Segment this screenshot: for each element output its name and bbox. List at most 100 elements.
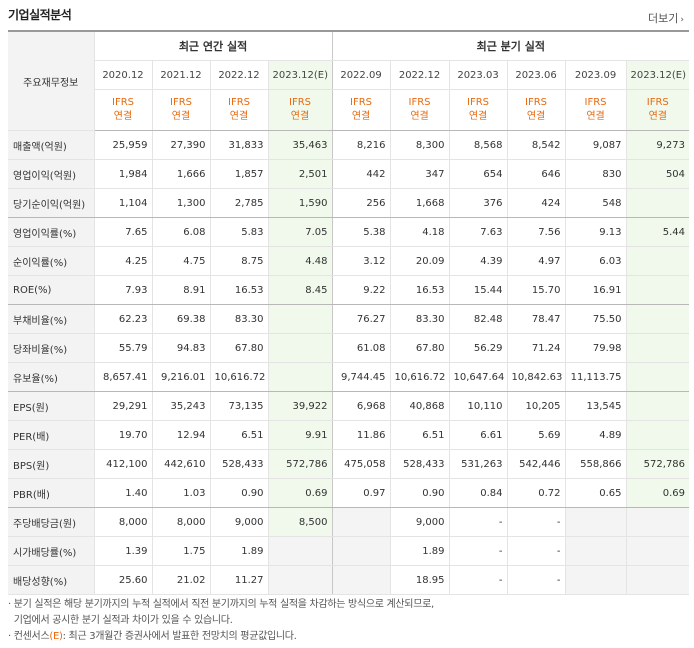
- table-cell: 29,291: [93, 391, 152, 421]
- table-cell: [625, 420, 690, 450]
- row-label: 유보율(%): [8, 362, 94, 392]
- table-cell: 475,058: [331, 449, 391, 479]
- table-cell: 6.61: [448, 420, 508, 450]
- period-header: 2021.12: [151, 60, 210, 90]
- table-cell: 2,785: [209, 188, 268, 218]
- more-link-label: 더보기: [648, 12, 679, 25]
- table-cell: 1,590: [267, 188, 333, 218]
- table-cell: 75.50: [564, 304, 627, 334]
- chevron-right-icon: ›: [680, 15, 684, 25]
- table-cell: 5.69: [506, 420, 566, 450]
- table-cell: 20.09: [389, 246, 450, 276]
- section-title: 기업실적분석: [8, 8, 72, 22]
- table-cell: 442: [331, 159, 391, 189]
- table-cell: 8,500: [267, 507, 333, 537]
- table-cell: 8,657.41: [93, 362, 152, 392]
- table-cell: 31,833: [209, 130, 268, 160]
- period-header: 2022.12: [209, 60, 268, 90]
- table-cell: -: [506, 507, 566, 537]
- table-cell: 1.89: [209, 536, 268, 566]
- table-row: 주당배당금(원) 8,000 8,000 9,000 8,500 9,000- -: [8, 507, 690, 537]
- table-cell: 8,568: [448, 130, 508, 160]
- table-cell: 67.80: [209, 333, 268, 363]
- row-label: 매출액(억원): [8, 130, 94, 160]
- table-row: EPS(원) 29,291 35,243 73,135 39,922 6,968 40,86…: [8, 391, 690, 421]
- table-cell: 1.03: [151, 478, 210, 508]
- table-cell: 71.24: [506, 333, 566, 363]
- table-cell: 39,922: [267, 391, 333, 421]
- ifrs-label: IFRS: [289, 97, 311, 108]
- table-cell: 7.65: [93, 217, 152, 247]
- consolidated-label: 연결: [586, 111, 605, 122]
- table-cell: 4.97: [506, 246, 566, 276]
- table-cell: 82.48: [448, 304, 508, 334]
- table-row: 순이익률(%) 4.25 4.75 8.75 4.48 3.12 20.09 4.39 4.97…: [8, 246, 690, 276]
- table-cell: 2,501: [267, 159, 333, 189]
- ifrs-label: IFRS: [112, 97, 134, 108]
- table-cell: 9,744.45: [331, 362, 391, 392]
- table-cell: 56.29: [448, 333, 508, 363]
- consolidated-label: 연결: [410, 111, 429, 122]
- table-cell: [331, 507, 391, 537]
- table-cell: 528,433: [209, 449, 268, 479]
- more-link[interactable]: 더보기 ›: [648, 10, 684, 26]
- table-cell: [625, 565, 690, 595]
- row-label: 당기순이익(억원): [8, 188, 94, 218]
- row-label: 부채비율(%): [8, 304, 94, 334]
- ifrs-label: IFRS: [408, 97, 431, 108]
- row-label: PBR(배): [8, 478, 94, 508]
- footnote-3-estimate-mark: (E): [49, 631, 63, 642]
- table-cell: 8,542: [506, 130, 566, 160]
- period-header: 2020.12: [93, 60, 152, 90]
- footnote-3-prefix: · 컨센서스: [8, 631, 50, 642]
- period-header: 2023.12(E): [625, 60, 690, 90]
- table-cell: 40,868: [389, 391, 450, 421]
- footnote-2: 기업에서 공시한 분기 실적과 차이가 있을 수 있습니다.: [8, 615, 233, 626]
- table-cell: 1,300: [151, 188, 210, 218]
- table-cell: -: [448, 507, 508, 537]
- consolidated-label: 연결: [229, 111, 249, 122]
- consolidated-label: 연결: [171, 111, 191, 122]
- table-cell: 0.84: [448, 478, 508, 508]
- consolidated-label: 연결: [113, 111, 133, 122]
- consolidated-label: 연결: [648, 111, 667, 122]
- table-cell: 11,113.75: [564, 362, 627, 392]
- table-cell: 69.38: [151, 304, 210, 334]
- table-cell: 62.23: [93, 304, 152, 334]
- table-cell: 376: [448, 188, 508, 218]
- accounting-standard-header: IFRS 연결: [151, 89, 210, 131]
- table-cell: 1.89: [389, 536, 450, 566]
- table-cell: -: [506, 536, 566, 566]
- table-cell: 6,968: [331, 391, 391, 421]
- table-cell: 7.56: [506, 217, 566, 247]
- table-cell: [564, 536, 627, 566]
- table-cell: 94.83: [151, 333, 210, 363]
- table-cell: 5.83: [209, 217, 268, 247]
- table-cell: 1.39: [93, 536, 152, 566]
- table-row: BPS(원) 412,100 442,610 528,433 572,786 475,05…: [8, 449, 690, 479]
- row-label: 당좌비율(%): [8, 333, 94, 363]
- ifrs-label: IFRS: [525, 97, 548, 108]
- row-label: 영업이익(억원): [8, 159, 94, 189]
- table-cell: 6.51: [209, 420, 268, 450]
- table-row: 매출액(억원) 25,959 27,390 31,833 35,463 8,216 8,30…: [8, 130, 690, 160]
- period-header: 2023.09: [564, 60, 627, 90]
- table-cell: 10,205: [506, 391, 566, 421]
- table-cell: 12.94: [151, 420, 210, 450]
- consolidated-label: 연결: [290, 111, 310, 122]
- table-cell: -: [448, 536, 508, 566]
- table-cell: 572,786: [625, 449, 690, 479]
- ifrs-label: IFRS: [350, 97, 373, 108]
- table-cell: 5.38: [331, 217, 391, 247]
- table-cell: 528,433: [389, 449, 450, 479]
- period-header: 2022.09: [331, 60, 391, 90]
- table-cell: 4.89: [564, 420, 627, 450]
- table-cell: 16.53: [389, 275, 450, 305]
- table-cell: [331, 565, 391, 595]
- header-corner: 주요재무정보: [8, 31, 94, 131]
- table-cell: 7.93: [93, 275, 152, 305]
- table-cell: 3.12: [331, 246, 391, 276]
- table-cell: 8,000: [151, 507, 210, 537]
- table-cell: 6.03: [564, 246, 627, 276]
- table-cell: 21.02: [151, 565, 210, 595]
